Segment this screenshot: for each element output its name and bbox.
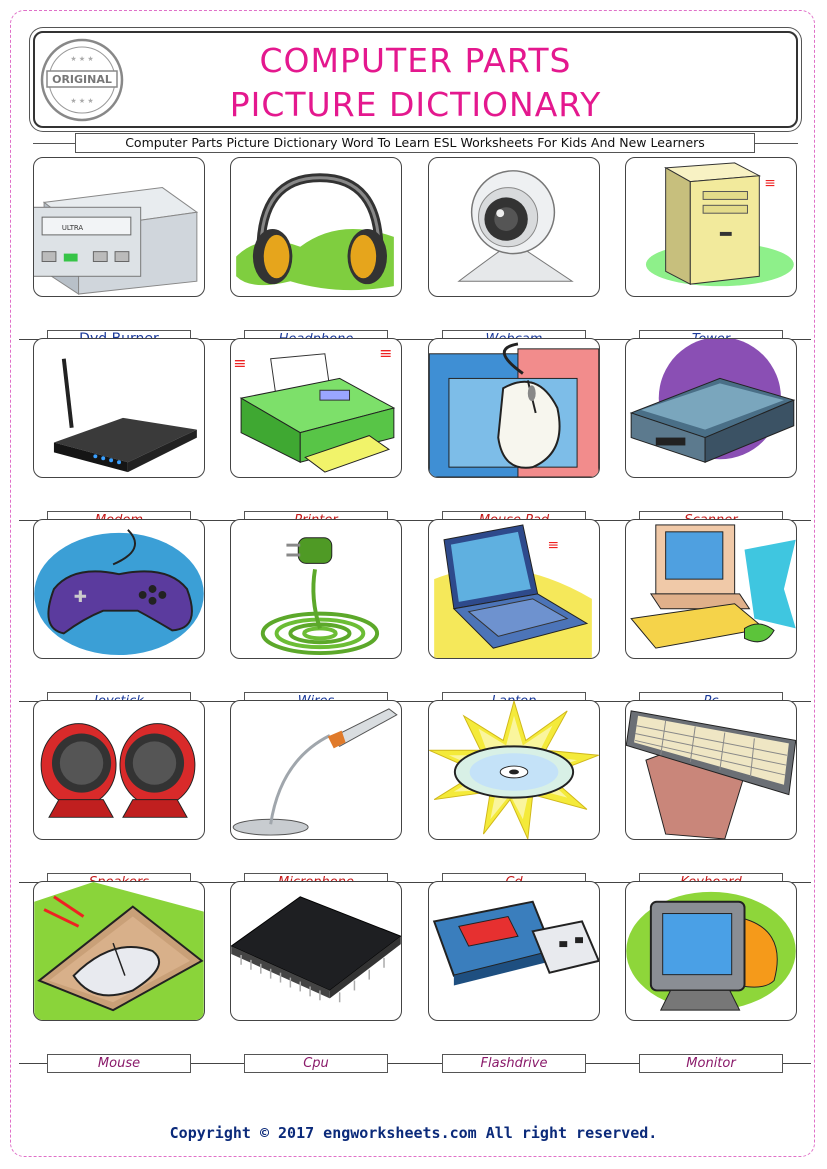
picture-frame	[428, 338, 600, 478]
picture-frame: ≡ ≡	[230, 338, 402, 478]
picture-frame: ≡	[625, 157, 797, 297]
headphone-icon	[236, 173, 394, 291]
picture-frame	[625, 700, 797, 840]
speakers-icon	[40, 723, 196, 818]
title-box: ORIGINAL ★ ★ ★ ★ ★ ★ COMPUTER PARTS PICT…	[33, 31, 798, 128]
item-label: Monitor	[639, 1054, 783, 1073]
original-stamp-icon: ORIGINAL ★ ★ ★ ★ ★ ★	[40, 38, 124, 122]
picture-frame	[428, 881, 600, 1021]
pc-icon	[630, 524, 796, 649]
cpu-icon	[231, 896, 401, 1003]
joystick-icon: ✚	[34, 529, 204, 656]
picture-frame	[625, 881, 797, 1021]
item-label: Mouse	[47, 1054, 191, 1073]
svg-text:★ ★ ★: ★ ★ ★	[70, 97, 93, 105]
wires-icon	[260, 537, 380, 656]
svg-text:≡: ≡	[764, 176, 776, 192]
picture-frame	[33, 338, 205, 478]
picture-frame: ≡	[428, 519, 600, 659]
scanner-icon	[629, 339, 796, 463]
page-subtitle: Computer Parts Picture Dictionary Word T…	[75, 133, 755, 153]
laptop-icon: ≡	[434, 524, 592, 658]
picture-frame	[428, 157, 600, 297]
mouse-icon	[34, 882, 204, 1020]
keyboard-icon	[626, 710, 796, 839]
webcam-icon	[457, 170, 574, 282]
mouse-pad-icon	[429, 342, 599, 477]
svg-text:ULTRA: ULTRA	[62, 224, 84, 232]
svg-text:≡: ≡	[548, 538, 560, 554]
svg-text:★ ★ ★: ★ ★ ★	[70, 55, 93, 63]
picture-frame	[230, 700, 402, 840]
cd-icon	[429, 701, 599, 839]
tower-icon: ≡	[645, 162, 794, 287]
picture-frame	[230, 881, 402, 1021]
picture-frame	[625, 338, 797, 478]
copyright-footer: Copyright © 2017 engworksheets.com All r…	[169, 1124, 658, 1142]
picture-frame	[428, 700, 600, 840]
picture-frame: ✚	[33, 519, 205, 659]
modem-icon	[53, 358, 197, 473]
picture-frame	[33, 881, 205, 1021]
picture-frame	[625, 519, 797, 659]
picture-frame	[33, 700, 205, 840]
picture-frame	[230, 519, 402, 659]
microphone-icon	[232, 708, 398, 836]
stamp-text: ORIGINAL	[52, 73, 112, 86]
svg-text:≡: ≡	[379, 344, 392, 363]
item-label: Cpu	[244, 1054, 388, 1073]
picture-frame: ULTRA	[33, 157, 205, 297]
dvd-burner-icon: ULTRA	[34, 187, 199, 295]
monitor-icon	[626, 891, 796, 1011]
svg-text:≡: ≡	[233, 354, 246, 373]
printer-icon: ≡ ≡	[233, 344, 396, 473]
item-label: Flashdrive	[442, 1054, 586, 1073]
page-border	[10, 10, 815, 1157]
page-title-line-1: COMPUTER PARTS	[259, 41, 572, 80]
svg-text:✚: ✚	[74, 587, 87, 606]
picture-frame	[230, 157, 402, 297]
flashdrive-icon	[432, 900, 599, 986]
page-title-line-2: PICTURE DICTIONARY	[229, 85, 602, 124]
